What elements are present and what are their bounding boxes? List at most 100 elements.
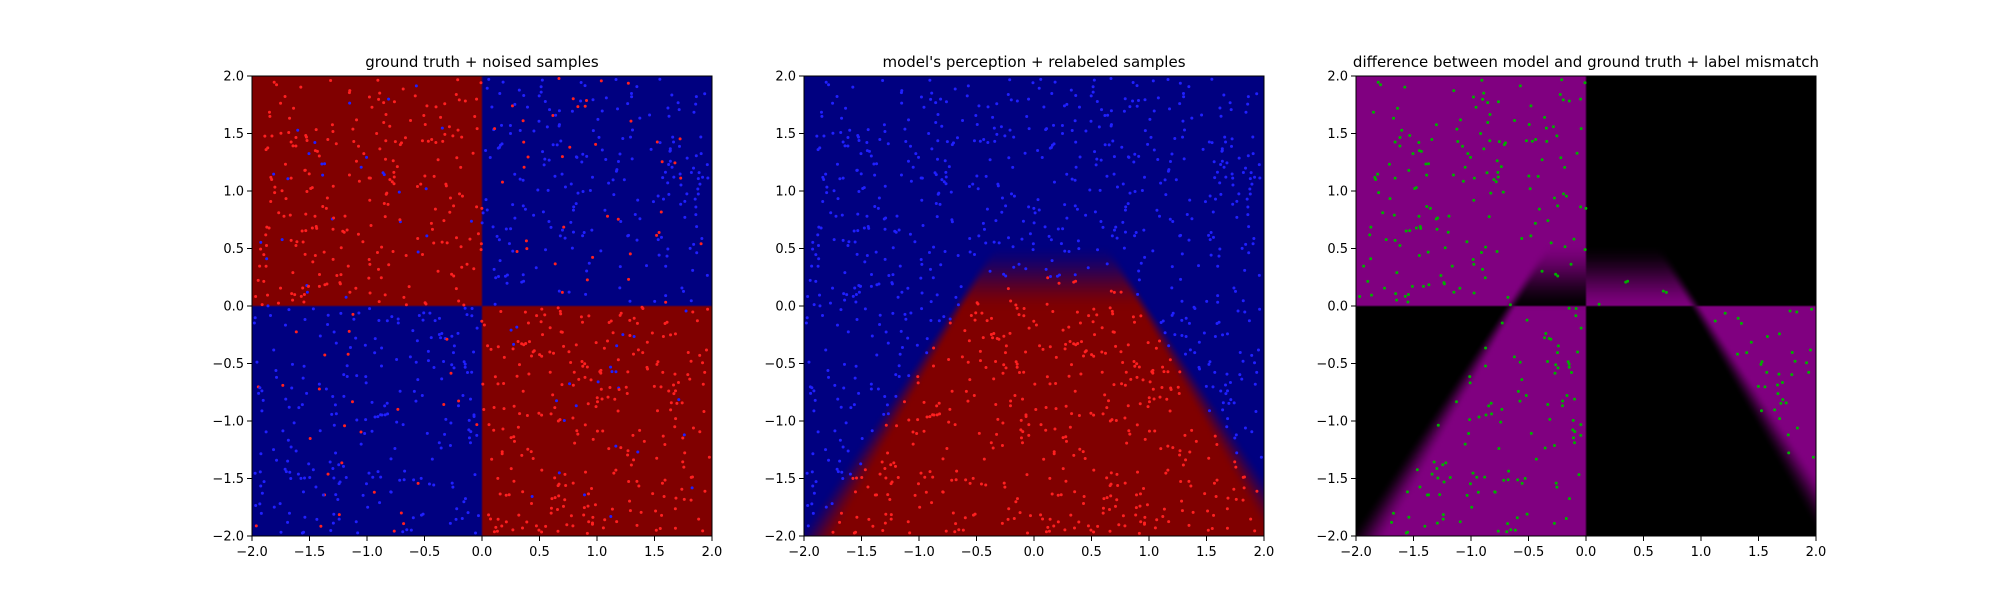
scatter-point xyxy=(956,254,960,258)
scatter-point xyxy=(1194,439,1198,443)
scatter-point xyxy=(922,429,926,433)
scatter-point xyxy=(443,132,447,136)
scatter-point xyxy=(1095,157,1099,161)
scatter-point xyxy=(440,240,444,244)
x-tick-label: −1.0 xyxy=(903,545,935,560)
scatter-point xyxy=(1017,313,1021,317)
scatter-point xyxy=(1430,472,1434,476)
scatter-point xyxy=(1808,348,1812,352)
scatter-point xyxy=(950,143,954,147)
scatter-point xyxy=(585,154,589,158)
scatter-point xyxy=(383,404,387,408)
scatter-point xyxy=(669,333,673,337)
scatter-point xyxy=(1063,203,1067,207)
scatter-point xyxy=(825,185,829,189)
scatter-point xyxy=(437,332,441,336)
scatter-point xyxy=(663,478,667,482)
scatter-point xyxy=(272,172,276,176)
scatter-point xyxy=(1208,409,1212,413)
scatter-point xyxy=(1148,380,1152,384)
scatter-point xyxy=(1063,347,1067,351)
scatter-point xyxy=(1110,234,1114,238)
scatter-point xyxy=(595,400,599,404)
scatter-point xyxy=(1549,337,1553,341)
scatter-point xyxy=(267,110,271,114)
scatter-point xyxy=(870,334,874,338)
scatter-point xyxy=(840,116,844,120)
x-tick-label: 1.5 xyxy=(1196,545,1217,560)
scatter-point xyxy=(1759,362,1763,366)
scatter-point xyxy=(1222,165,1226,169)
scatter-point xyxy=(507,242,511,246)
scatter-point xyxy=(581,364,585,368)
scatter-point xyxy=(1255,489,1259,493)
scatter-point xyxy=(448,210,452,214)
y-tick-label: 1.5 xyxy=(775,127,796,142)
scatter-point xyxy=(1527,122,1531,126)
scatter-point xyxy=(591,255,595,259)
scatter-point xyxy=(301,240,305,244)
scatter-point xyxy=(1185,212,1189,216)
y-tick-label: −2.0 xyxy=(212,530,244,545)
scatter-point xyxy=(1181,119,1185,123)
scatter-point xyxy=(1123,208,1127,212)
scatter-point xyxy=(698,182,702,186)
scatter-point xyxy=(1249,517,1253,521)
scatter-point xyxy=(831,131,835,135)
scatter-point xyxy=(432,366,436,370)
scatter-point xyxy=(553,496,557,500)
scatter-point xyxy=(885,403,889,407)
scatter-point xyxy=(1745,351,1749,355)
scatter-point xyxy=(936,157,940,161)
scatter-point xyxy=(354,159,358,163)
scatter-point xyxy=(934,173,938,177)
scatter-point xyxy=(705,273,709,277)
scatter-point xyxy=(924,490,928,494)
scatter-point xyxy=(342,394,346,398)
y-tick-label: 0.5 xyxy=(1327,242,1348,257)
scatter-point xyxy=(625,391,629,395)
scatter-point xyxy=(995,132,999,136)
scatter-point xyxy=(857,391,861,395)
scatter-point xyxy=(492,406,496,410)
scatter-point xyxy=(1034,323,1038,327)
scatter-point xyxy=(1231,183,1235,187)
scatter-point xyxy=(386,412,390,416)
scatter-point xyxy=(899,329,903,333)
scatter-point xyxy=(317,154,321,158)
scatter-point xyxy=(635,479,639,483)
scatter-point xyxy=(331,130,335,134)
scatter-point xyxy=(967,184,971,188)
scatter-point xyxy=(1067,325,1071,329)
scatter-point xyxy=(317,284,321,288)
scatter-point xyxy=(1207,233,1211,237)
scatter-point xyxy=(397,190,401,194)
scatter-point xyxy=(1100,108,1104,112)
scatter-point xyxy=(1425,205,1429,209)
scatter-point xyxy=(515,325,519,329)
scatter-point xyxy=(368,307,372,311)
scatter-point xyxy=(660,481,664,485)
scatter-point xyxy=(1393,140,1397,144)
scatter-point xyxy=(313,140,317,144)
scatter-point xyxy=(900,290,904,294)
scatter-point xyxy=(254,295,258,299)
scatter-point xyxy=(889,463,893,467)
scatter-point xyxy=(1546,219,1550,223)
scatter-point xyxy=(1053,427,1057,431)
scatter-point xyxy=(1552,196,1556,200)
scatter-point xyxy=(408,355,412,359)
scatter-point xyxy=(434,105,438,109)
scatter-point xyxy=(398,218,402,222)
scatter-point xyxy=(448,521,452,525)
scatter-point xyxy=(1391,511,1395,515)
scatter-point xyxy=(707,455,711,459)
scatter-point xyxy=(814,253,818,257)
scatter-point xyxy=(1235,199,1239,203)
scatter-point xyxy=(969,314,973,318)
scatter-point xyxy=(332,476,336,480)
y-tick-label: −1.5 xyxy=(1316,472,1348,487)
scatter-point xyxy=(992,126,996,130)
scatter-point xyxy=(1038,344,1042,348)
scatter-point xyxy=(1463,165,1467,169)
